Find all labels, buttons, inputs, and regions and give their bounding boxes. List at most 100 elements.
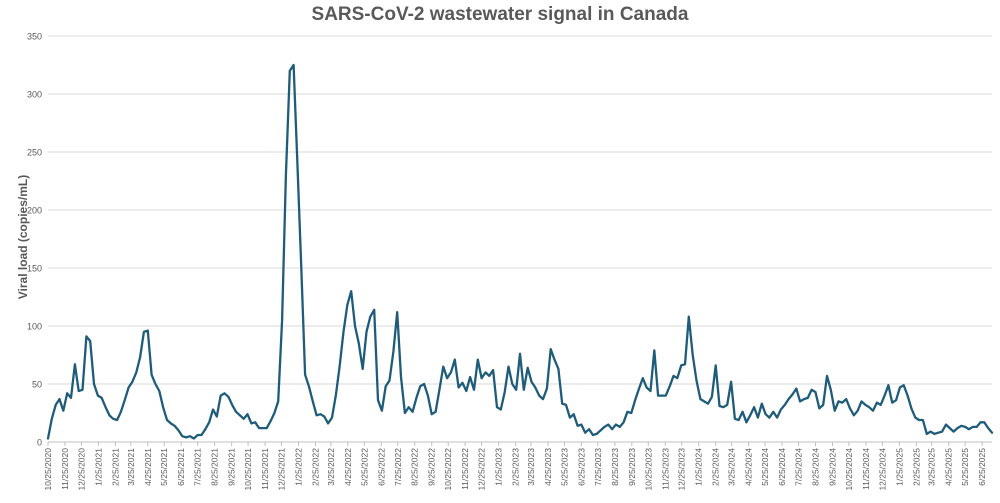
data-point (208, 421, 210, 423)
data-point (626, 411, 628, 413)
data-point (730, 381, 732, 383)
x-tick-label: 12/25/2024 (877, 448, 887, 491)
data-point (546, 387, 548, 389)
data-point (181, 435, 183, 437)
data-point (461, 382, 463, 384)
data-point (327, 422, 329, 424)
x-tick-label: 2/25/2023 (511, 448, 521, 486)
x-tick-label: 3/25/2021 (126, 448, 136, 486)
data-point (120, 411, 122, 413)
data-point (212, 408, 214, 410)
y-tick-label: 350 (27, 32, 42, 42)
data-point (431, 413, 433, 415)
data-point (922, 419, 924, 421)
data-point (676, 377, 678, 379)
x-tick-label: 10/25/2022 (443, 448, 453, 491)
data-point (803, 398, 805, 400)
data-point (127, 386, 129, 388)
data-point (404, 412, 406, 414)
x-tick-label: 4/25/2023 (543, 448, 553, 486)
series-line (46, 63, 994, 440)
data-point (550, 348, 552, 350)
data-point (952, 430, 954, 432)
data-point (170, 422, 172, 424)
x-tick-label: 2/25/2022 (311, 448, 321, 486)
data-point (903, 384, 905, 386)
data-point (427, 394, 429, 396)
data-point (983, 421, 985, 423)
data-point (488, 375, 490, 377)
data-point (987, 427, 989, 429)
x-tick-label: 10/25/2023 (643, 448, 653, 491)
y-tick-label: 200 (27, 206, 42, 216)
x-tick-label: 3/25/2024 (727, 448, 737, 486)
data-point (74, 363, 76, 365)
x-tick-label: 3/25/2022 (326, 448, 336, 486)
data-point (116, 419, 118, 421)
data-point (197, 434, 199, 436)
data-point (926, 433, 928, 435)
x-tick-label: 4/25/2024 (744, 448, 754, 486)
data-point (323, 415, 325, 417)
data-point (638, 387, 640, 389)
data-point (603, 426, 605, 428)
y-tick-label: 250 (27, 148, 42, 158)
x-tick-label: 12/25/2020 (76, 448, 86, 491)
x-tick-label: 4/25/2025 (944, 448, 954, 486)
data-point (369, 316, 371, 318)
data-point (277, 400, 279, 402)
data-point (480, 377, 482, 379)
data-point (807, 397, 809, 399)
x-tick-label: 11/25/2023 (660, 448, 670, 490)
x-tick-label: 5/25/2023 (559, 448, 569, 486)
data-point (515, 389, 517, 391)
data-point (396, 311, 398, 313)
data-point (527, 367, 529, 369)
data-point (78, 390, 80, 392)
data-point (47, 437, 49, 439)
data-point (657, 394, 659, 396)
data-point (761, 403, 763, 405)
data-point (254, 421, 256, 423)
data-point (891, 401, 893, 403)
data-point (358, 342, 360, 344)
data-point (841, 401, 843, 403)
data-point (849, 407, 851, 409)
data-point (350, 290, 352, 292)
data-point (442, 365, 444, 367)
data-point (500, 408, 502, 410)
data-point (62, 410, 64, 412)
x-tick-label: 12/25/2022 (477, 448, 487, 491)
data-point (392, 350, 394, 352)
data-point (262, 427, 264, 429)
data-point (523, 389, 525, 391)
data-point (768, 416, 770, 418)
data-point (937, 432, 939, 434)
data-point (285, 174, 287, 176)
data-point (139, 356, 141, 358)
data-point (611, 428, 613, 430)
data-point (684, 363, 686, 365)
x-tick-label: 12/25/2021 (277, 448, 287, 491)
data-point (542, 398, 544, 400)
data-point (929, 430, 931, 432)
x-tick-label: 11/25/2024 (861, 448, 871, 490)
data-point (688, 316, 690, 318)
data-point (649, 390, 651, 392)
data-point (949, 427, 951, 429)
y-tick-label: 100 (27, 322, 42, 332)
data-point (342, 331, 344, 333)
y-tick-label: 300 (27, 90, 42, 100)
data-point (933, 433, 935, 435)
data-point (81, 389, 83, 391)
data-point (534, 386, 536, 388)
data-point (411, 411, 413, 413)
data-point (945, 423, 947, 425)
data-point (814, 391, 816, 393)
x-tick-label: 6/25/2021 (176, 448, 186, 486)
data-point (941, 430, 943, 432)
data-point (734, 418, 736, 420)
data-point (695, 379, 697, 381)
data-point (883, 394, 885, 396)
data-point (753, 406, 755, 408)
